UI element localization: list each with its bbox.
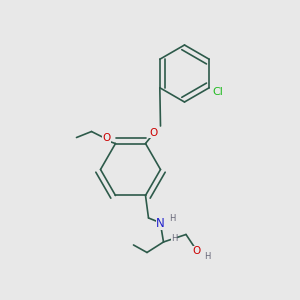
Text: N: N [156, 218, 165, 230]
Text: O: O [149, 128, 158, 139]
Text: Cl: Cl [213, 87, 224, 97]
Text: O: O [102, 133, 111, 143]
Text: H: H [171, 234, 177, 243]
Text: H: H [204, 253, 210, 262]
Text: H: H [169, 214, 175, 223]
Text: O: O [192, 246, 201, 256]
